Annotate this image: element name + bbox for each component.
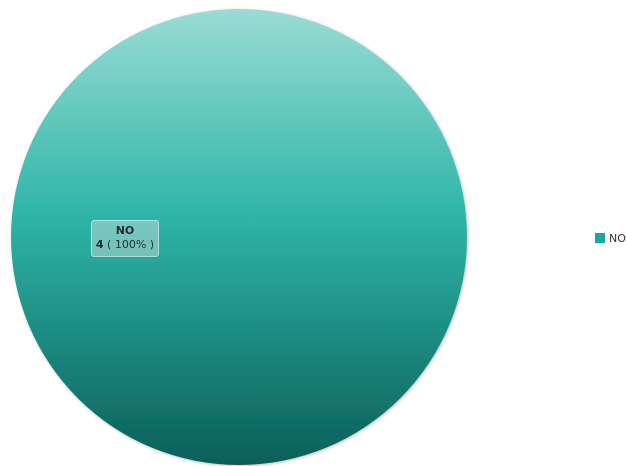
slice-label-value-line: 4 ( 100% ) bbox=[96, 238, 154, 251]
slice-label-percent: ( 100% ) bbox=[103, 238, 155, 251]
legend-swatch-no bbox=[595, 233, 605, 243]
slice-label-name: NO bbox=[115, 224, 135, 237]
legend: NO bbox=[595, 231, 626, 245]
slice-label-value: 4 bbox=[95, 238, 104, 251]
slice-label-no: NO 4 ( 100% ) bbox=[91, 220, 159, 257]
pie-slice-no bbox=[11, 9, 467, 465]
legend-label-no: NO bbox=[609, 231, 626, 245]
